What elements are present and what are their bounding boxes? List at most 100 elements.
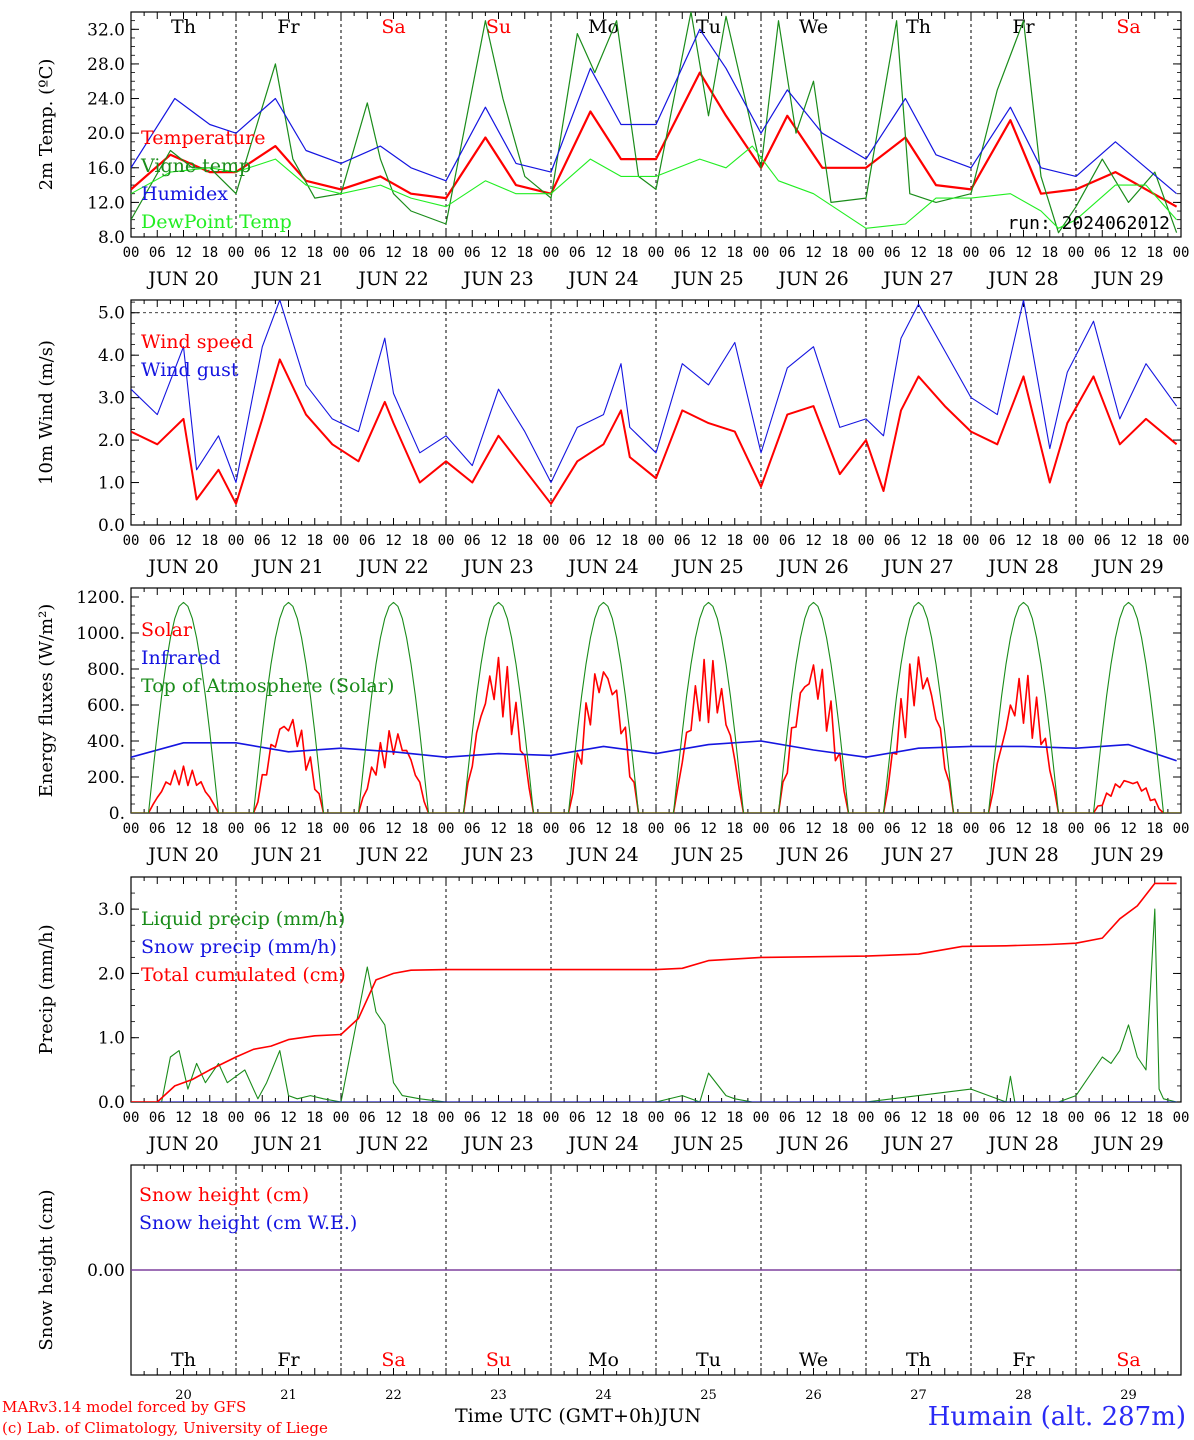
date-label: JUN 20 [146,844,218,866]
hour-tick-label: 06 [149,533,166,549]
hour-tick-label: 18 [201,245,218,261]
hour-tick-label: 12 [280,533,297,549]
weekday-label: Sa [381,16,405,38]
y-tick-label: 32.0 [87,20,125,40]
y-tick-label: 1200. [76,588,125,608]
hour-tick-label: 12 [1015,1110,1032,1126]
y-tick-label: 20.0 [87,124,125,144]
date-label: JUN 23 [461,268,533,290]
hour-tick-label: 00 [228,245,245,261]
hour-tick-label: 18 [831,821,848,837]
hour-tick-label: 18 [306,245,323,261]
hour-tick-label: 12 [490,821,507,837]
date-label: JUN 22 [356,268,428,290]
hour-tick-label: 12 [385,1110,402,1126]
panel-4: 0.0 1.0 2.0 3.0 Precip (mm/h) 00 06 12 18 00 06 12 1… [36,876,1189,1155]
date-label: JUN 27 [881,1133,953,1155]
y-tick-label: 3.0 [98,389,125,409]
legend-entry: Humidex [141,183,228,205]
hour-tick-label: 06 [569,1110,586,1126]
hour-tick-label: 12 [805,245,822,261]
day-number-label: 20 [175,1388,192,1403]
hour-tick-label: 18 [936,821,953,837]
series-line [131,358,1178,505]
y-tick-label: 24.0 [87,90,125,110]
legend-entry: Vigne temp [140,155,251,177]
date-label: JUN 22 [356,556,428,578]
panel-3: 0. 200. 400. 600. 800. 1000. 1200. Energy fluxe… [36,587,1189,866]
hour-tick-label: 06 [464,533,481,549]
day-number-label: 21 [280,1388,297,1403]
series-line [131,300,1178,484]
hour-tick-label: 06 [884,245,901,261]
station-label: Humain (alt. 287m) [927,1402,1186,1432]
hour-tick-label: 12 [490,1110,507,1126]
date-label: JUN 24 [566,844,638,866]
date-label: JUN 23 [461,1133,533,1155]
hour-tick-label: 00 [228,821,245,837]
hour-tick-label: 12 [490,245,507,261]
hour-tick-label: 18 [726,533,743,549]
hour-tick-label: 18 [306,533,323,549]
hour-tick-label: 12 [385,533,402,549]
hour-tick-label: 06 [1094,245,1111,261]
date-label: JUN 22 [356,844,428,866]
hour-tick-label: 06 [569,821,586,837]
hour-tick-label: 18 [1041,245,1058,261]
date-label: JUN 29 [1091,844,1163,866]
hour-tick-label: 00 [753,245,770,261]
series-line [131,28,1177,195]
date-label: JUN 24 [566,556,638,578]
weekday-label: Fr [1012,1349,1035,1371]
hour-tick-label: 06 [359,533,376,549]
y-tick-label: 1.0 [98,474,125,494]
panel-1: 8.0 12.0 16.0 20.0 24.0 28.0 32.0 2m Temp. (ºC)… [36,11,1189,290]
hour-tick-label: 12 [175,821,192,837]
y-axis-title: Precip (mm/h) [36,924,57,1054]
weekday-label: Su [486,1349,511,1371]
hour-tick-label: 06 [884,1110,901,1126]
hour-tick-label: 00 [438,533,455,549]
hour-tick-label: 18 [411,1110,428,1126]
hour-tick-label: 18 [516,821,533,837]
y-axis-title: Energy fluxes (W/m²) [36,604,57,798]
y-tick-label: 16.0 [87,159,125,179]
series-line [131,656,1181,813]
hour-tick-label: 18 [726,821,743,837]
hour-tick-label: 18 [1146,1110,1163,1126]
hour-tick-label: 18 [201,1110,218,1126]
y-axis-title: Snow height (cm) [36,1189,57,1350]
hour-tick-label: 18 [411,245,428,261]
weekday-label: Tu [696,1349,721,1371]
hour-tick-label: 00 [123,533,140,549]
hour-tick-label: 00 [858,245,875,261]
date-label: JUN 26 [776,1133,848,1155]
day-number-label: 28 [1015,1388,1032,1403]
date-label: JUN 25 [671,1133,743,1155]
date-label: JUN 21 [251,556,323,578]
hour-tick-label: 06 [674,245,691,261]
panel-5: 0.00 Snow height (cm) Th Fr Sa Su Mo Tu We Th Fr Sa… [36,1164,1182,1403]
run-label: run: 2024062012 [1007,213,1170,234]
hour-tick-label: 18 [411,821,428,837]
legend-entry: Total cumulated (cm) [141,964,346,986]
date-label: JUN 26 [776,556,848,578]
day-number-label: 22 [385,1388,402,1403]
legend-entry: Infrared [141,647,221,669]
hour-tick-label: 18 [516,1110,533,1126]
hour-tick-label: 06 [989,245,1006,261]
hour-tick-label: 06 [674,821,691,837]
hour-tick-label: 18 [1041,533,1058,549]
legend-entry: Liquid precip (mm/h) [141,908,345,930]
hour-tick-label: 06 [464,1110,481,1126]
hour-tick-label: 18 [936,533,953,549]
weekday-label: Mo [588,1349,619,1371]
legend-entry: Snow precip (mm/h) [141,936,337,958]
day-number-label: 27 [910,1388,927,1403]
date-label: JUN 20 [146,268,218,290]
series-line [131,601,1181,813]
hour-tick-label: 06 [569,533,586,549]
date-label: JUN 24 [566,268,638,290]
hour-tick-label: 00 [333,821,350,837]
hour-tick-label: 06 [149,245,166,261]
